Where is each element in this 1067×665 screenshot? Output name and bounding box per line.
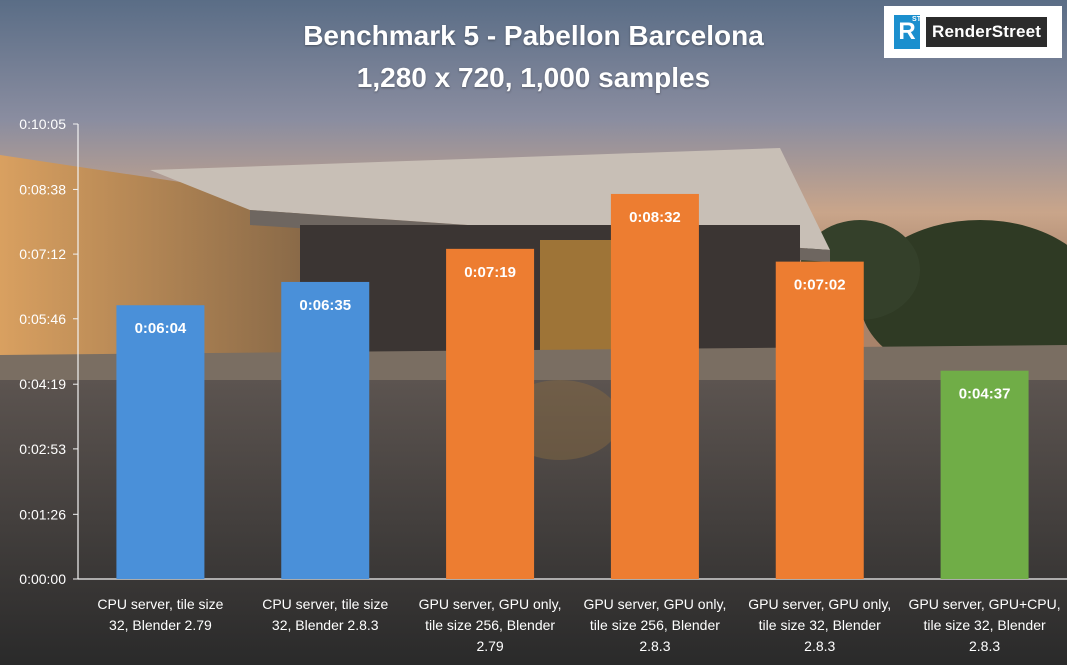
bar [940, 370, 1029, 579]
x-category-label: CPU server, tile size 32, Blender 2.79 [97, 596, 223, 633]
bar-value-label: 0:04:37 [959, 386, 1011, 403]
x-category-label-line: GPU server, GPU only, [748, 596, 891, 612]
x-category-label: GPU server, GPU only, tile size 32, Blend… [748, 596, 891, 654]
x-category-label-line: 2.8.3 [804, 638, 835, 654]
x-category-label-line: GPU server, GPU only, [419, 596, 562, 612]
bar-value-label: 0:06:35 [299, 297, 351, 314]
x-category-label-line: 2.8.3 [639, 638, 670, 654]
bar [446, 248, 535, 580]
y-tick-label: 0:01:26 [19, 506, 66, 522]
y-axis: 0:00:00 0:01:26 0:02:53 0:04:19 0:05:46 0:07:… [19, 116, 1067, 587]
x-category-label-line: CPU server, tile size [97, 596, 223, 612]
logo-mark-letter: R [898, 18, 916, 45]
bar [116, 305, 205, 579]
chart-title: Benchmark 5 - Pabellon Barcelona [303, 20, 764, 51]
bar [281, 281, 370, 579]
x-category-label: CPU server, tile size 32, Blender 2.8.3 [262, 596, 388, 633]
x-category-label-line: 32, Blender 2.8.3 [272, 617, 379, 633]
x-category-label-line: CPU server, tile size [262, 596, 388, 612]
y-tick-label: 0:04:19 [19, 376, 66, 392]
x-category-label-line: 2.79 [476, 638, 503, 654]
bar-value-label: 0:08:32 [629, 209, 681, 226]
y-tick-label: 0:08:38 [19, 181, 66, 197]
bar [775, 261, 864, 579]
y-tick-label: 0:02:53 [19, 441, 66, 457]
bar-value-label: 0:07:19 [464, 264, 516, 281]
y-tick-label: 0:05:46 [19, 311, 66, 327]
x-category-label: GPU server, GPU only, tile size 256, Blen… [583, 596, 726, 654]
y-tick-label: 0:10:05 [19, 116, 66, 132]
x-category-label-line: GPU server, GPU only, [583, 596, 726, 612]
y-tick-label: 0:07:12 [19, 246, 66, 262]
logo-mark-icon: R ST [894, 15, 921, 49]
value-labels: 0:06:04 0:06:35 0:07:19 0:08:32 0:07:02 0:04:… [135, 209, 1011, 403]
x-category-label: GPU server, GPU+CPU, tile size 32, Blende… [909, 596, 1061, 654]
x-category-label-line: tile size 32, Blender [759, 617, 882, 633]
x-category-label-line: tile size 32, Blender [923, 617, 1046, 633]
chart-subtitle: 1,280 x 720, 1,000 samples [356, 62, 711, 93]
y-tick-label: 0:00:00 [19, 571, 66, 587]
bar-value-label: 0:06:04 [135, 320, 187, 337]
bars [116, 193, 1029, 580]
bar [610, 193, 699, 580]
x-axis-category-labels: CPU server, tile size 32, Blender 2.79CPU… [97, 596, 1060, 654]
logo-mark-superscript: ST [912, 16, 921, 23]
renderstreet-logo: R ST RenderStreet [884, 6, 1062, 58]
x-category-label-line: tile size 256, Blender [590, 617, 720, 633]
bar-value-label: 0:07:02 [794, 277, 846, 294]
logo-text: RenderStreet [926, 17, 1048, 47]
x-category-label-line: GPU server, GPU+CPU, [909, 596, 1061, 612]
x-category-label-line: 2.8.3 [969, 638, 1000, 654]
x-category-label-line: 32, Blender 2.79 [109, 617, 212, 633]
x-category-label-line: tile size 256, Blender [425, 617, 555, 633]
x-category-label: GPU server, GPU only, tile size 256, Blen… [419, 596, 562, 654]
